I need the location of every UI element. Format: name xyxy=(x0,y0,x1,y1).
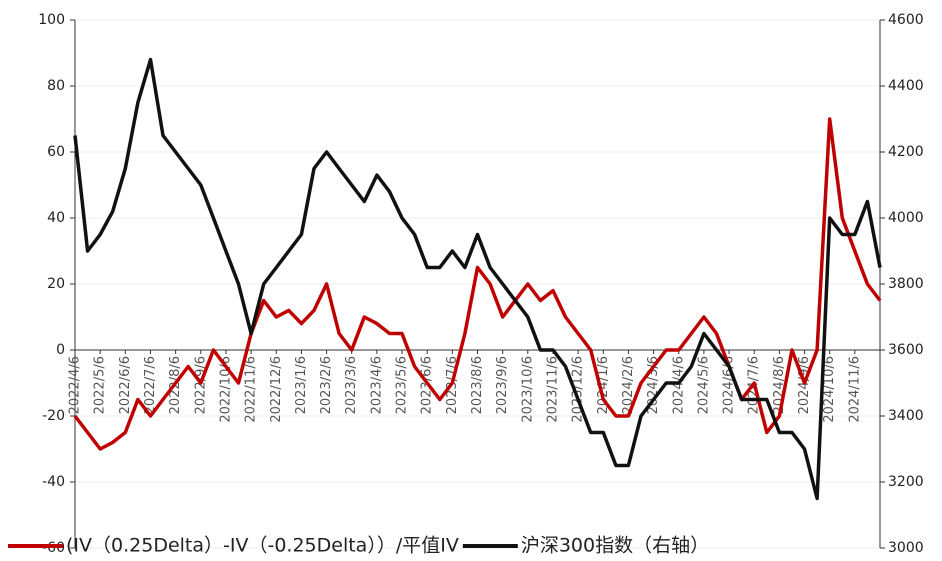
y-tick-label: -20 xyxy=(42,408,65,424)
x-tick-label: 2023/5/6 xyxy=(395,356,410,414)
x-tick-label: 2022/11/6 xyxy=(244,356,259,423)
x-tick-label: 2023/8/6 xyxy=(470,356,485,414)
x-tick-label: 2024/5/6 xyxy=(696,356,711,414)
x-tick-label: 2022/7/6 xyxy=(143,356,158,414)
legend-label: (IV（0.25Delta）-IV（-0.25Delta））/平值IV xyxy=(66,535,459,557)
x-tick-label: 2022/5/6 xyxy=(93,356,108,414)
y2-tick-label: 3800 xyxy=(888,276,924,292)
y-tick-label: 20 xyxy=(47,276,65,292)
y-tick-label: 80 xyxy=(47,78,65,94)
x-tick-label: 2024/10/6 xyxy=(822,356,837,423)
y2-tick-label: 3000 xyxy=(888,540,924,556)
x-tick-label: 2023/11/6 xyxy=(545,356,560,423)
y2-tick-label: 4600 xyxy=(888,12,924,28)
x-tick-label: 2023/2/6 xyxy=(319,356,334,414)
x-tick-label: 2023/3/6 xyxy=(344,356,359,414)
legend-label: 沪深300指数（右轴） xyxy=(521,535,709,557)
x-tick-label: 2024/11/6 xyxy=(847,356,862,423)
y2-tick-label: 3200 xyxy=(888,474,924,490)
x-tick-label: 2024/2/6 xyxy=(621,356,636,414)
x-tick-label: 2023/1/6 xyxy=(294,356,309,414)
y-tick-label: -40 xyxy=(42,474,65,490)
x-tick-label: 2024/1/6 xyxy=(596,356,611,414)
x-tick-label: 2024/6/6 xyxy=(722,356,737,414)
x-tick-label: 2023/4/6 xyxy=(369,356,384,414)
y2-tick-label: 4200 xyxy=(888,144,924,160)
y-tick-label: 60 xyxy=(47,144,65,160)
y-tick-label: 40 xyxy=(47,210,65,226)
y2-tick-label: 3400 xyxy=(888,408,924,424)
series-line xyxy=(73,117,882,451)
x-tick-label: 2022/4/6 xyxy=(68,356,83,414)
series-line xyxy=(73,57,882,501)
y2-tick-label: 3600 xyxy=(888,342,924,358)
y2-tick-label: 4400 xyxy=(888,78,924,94)
x-tick-label: 2022/6/6 xyxy=(118,356,133,414)
y-tick-label: 100 xyxy=(38,12,65,28)
y-tick-label: 0 xyxy=(56,342,65,358)
x-tick-label: 2023/10/6 xyxy=(520,356,535,423)
x-tick-label: 2023/9/6 xyxy=(495,356,510,414)
x-tick-label: 2022/12/6 xyxy=(269,356,284,423)
y2-tick-label: 4000 xyxy=(888,210,924,226)
x-tick-label: 2024/4/6 xyxy=(671,356,686,414)
